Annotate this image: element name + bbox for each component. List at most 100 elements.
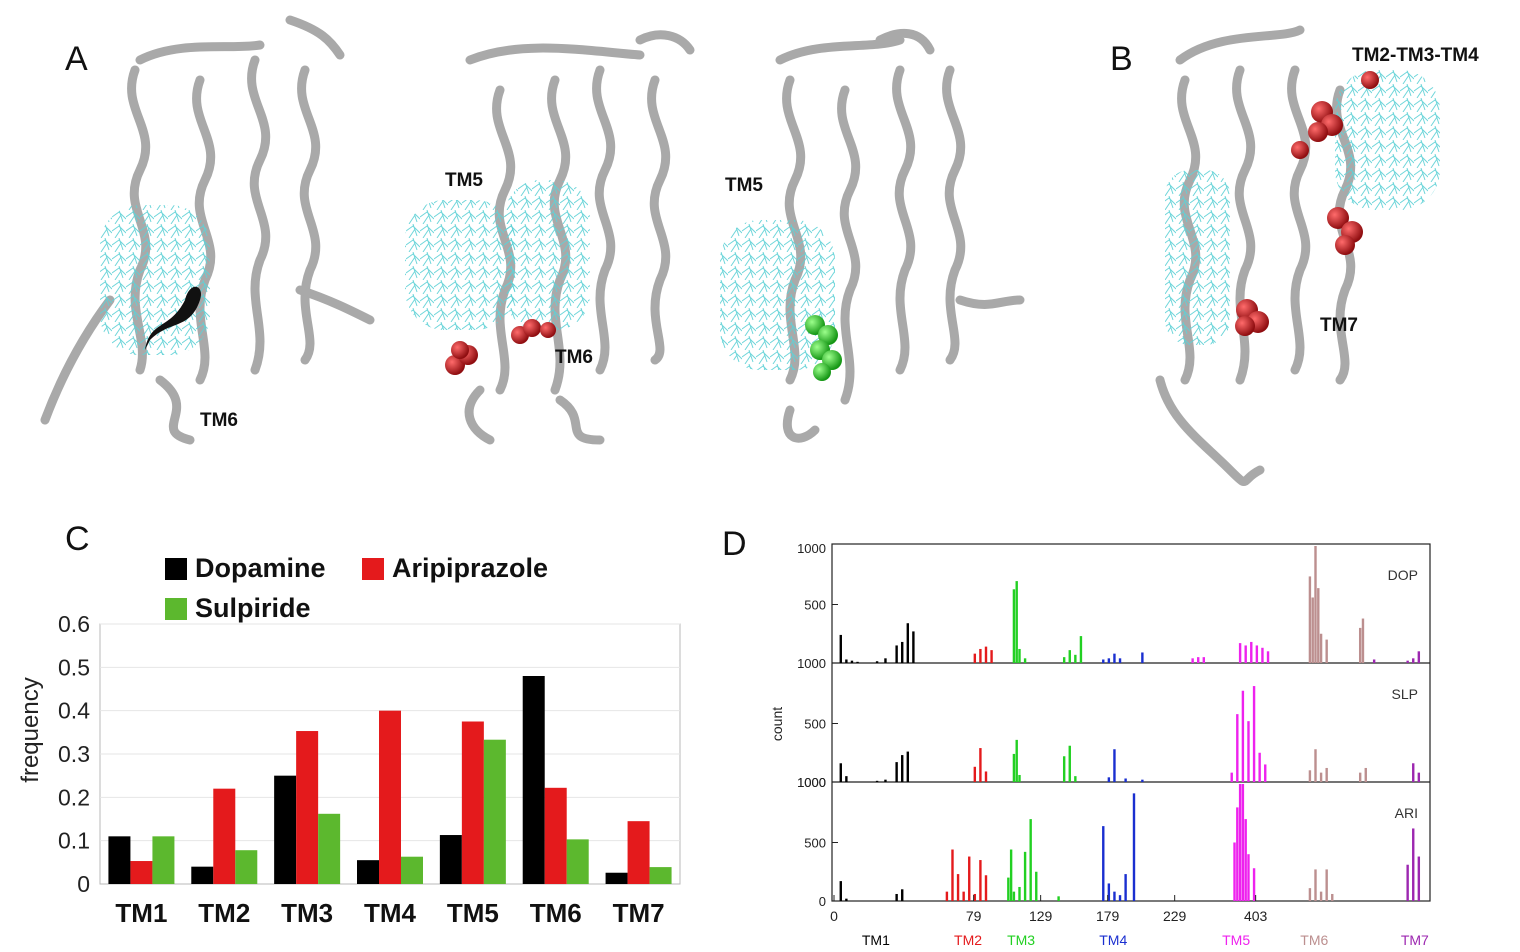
chart-d-bar: [1009, 849, 1013, 901]
chart-d-ytick-label: 1000: [797, 541, 826, 556]
chart-d-row-label: SLP: [1392, 686, 1418, 702]
chart-d-bar: [901, 755, 904, 782]
label-tm6-structure2: TM6: [555, 347, 593, 368]
chart-d-bar: [1308, 770, 1312, 782]
chart-d-bar: [956, 874, 960, 901]
chart-d-bar: [973, 766, 977, 782]
chart-d-bar: [1325, 869, 1328, 901]
chart-d-bar: [968, 856, 971, 901]
chart-d-bar: [1107, 777, 1111, 782]
chart-d-bar: [1247, 721, 1250, 782]
chart-c-xtick-label: TM4: [364, 898, 417, 928]
chart-d-ytick-label: 1000: [797, 775, 826, 790]
chart-d-bar: [1417, 772, 1421, 782]
chart-c-ylabel: frequency: [17, 677, 44, 782]
chart-d-bar: [1314, 869, 1317, 901]
legend-sulpiride: Sulpiride: [165, 593, 311, 624]
chart-c-xtick-label: TM1: [115, 898, 167, 928]
panel-b-letter: B: [1110, 40, 1133, 78]
chart-d-ytick-label: 0: [819, 894, 826, 909]
chart-c-bar-dopamine: [439, 835, 462, 884]
chart-d-bar: [895, 645, 898, 663]
chart-d-bar: [1124, 778, 1127, 782]
legend-aripiprazole: Aripiprazole: [362, 553, 548, 584]
chart-d-bar: [1230, 772, 1233, 782]
chart-d-bar: [1372, 659, 1376, 663]
chart-c-bar-sulpiride: [318, 813, 341, 884]
chart-d-bar: [979, 748, 982, 782]
chart-d-ylabel: count: [769, 707, 785, 741]
legend-label-dopamine: Dopamine: [195, 553, 326, 583]
chart-c-bar-dopamine: [108, 836, 131, 884]
chart-d-bar: [1258, 752, 1261, 782]
chart-d-bar: [1018, 774, 1021, 782]
legend-dopamine: Dopamine: [165, 553, 326, 584]
chart-c-bar-sulpiride: [649, 867, 672, 884]
chart-d-bar: [1015, 581, 1018, 663]
chart-c-ytick-label: 0.3: [58, 741, 90, 767]
chart-d-bar: [1314, 546, 1317, 663]
chart-c-bar-sulpiride: [483, 739, 506, 884]
chart-c-ytick-label: 0: [77, 871, 90, 897]
label-tm6-structure1: TM6: [200, 410, 238, 431]
chart-d-bar: [875, 661, 879, 663]
chart-d-bar: [1007, 877, 1010, 901]
chart-d-bar: [951, 849, 954, 901]
chart-d-xtick-label: 129: [1029, 908, 1053, 924]
chart-d-bar: [839, 881, 842, 901]
chart-d-bar: [1068, 745, 1071, 782]
chart-d-bar: [1319, 772, 1323, 782]
chart-d-bar: [1314, 749, 1317, 782]
chart-d-bar: [1236, 714, 1239, 782]
legend-swatch-sulpiride: [165, 597, 187, 620]
chart-d-bar: [984, 646, 988, 663]
chart-d-segment-label: TM6: [1300, 932, 1328, 948]
chart-d-row-label: DOP: [1388, 567, 1418, 583]
chart-d-bar: [1358, 772, 1362, 782]
contact-residues-tm6: [145, 286, 202, 350]
chart-c-xtick-label: TM3: [281, 898, 333, 928]
chart-d-bar: [984, 771, 988, 782]
panel-d-letter: D: [722, 525, 747, 563]
chart-d-bar: [1124, 874, 1127, 901]
chart-d-xtick-label: 0: [830, 908, 838, 924]
chart-d-bar: [1331, 893, 1334, 901]
chart-d-bar: [1035, 871, 1038, 901]
chart-d-bar: [1325, 639, 1328, 663]
chart-d-bar: [1412, 828, 1415, 901]
chart-d-bar: [945, 891, 949, 901]
chart-d-bar: [895, 893, 898, 901]
panel-a-letter: A: [65, 40, 88, 78]
ligand-cloud-4a: [1165, 170, 1230, 345]
chart-c-xtick-label: TM5: [447, 898, 499, 928]
chart-d-bar: [1012, 589, 1016, 663]
chart-d-segment-label: TM4: [1099, 932, 1127, 948]
chart-d-xtick-label: 79: [966, 908, 982, 924]
label-tm2-tm3-tm4: TM2-TM3-TM4: [1352, 45, 1479, 66]
chart-d-xtick-label: 229: [1163, 908, 1187, 924]
chart-c-ytick-label: 0.2: [58, 784, 90, 810]
chart-d-bar: [845, 776, 848, 782]
chart-d-bar: [1012, 753, 1016, 782]
chart-d-bar: [1252, 686, 1256, 782]
chart-d-bar: [845, 659, 848, 663]
chart-d-bar: [1358, 627, 1362, 663]
chart-d-bar: [1062, 657, 1066, 663]
chart-d-bar: [1406, 864, 1409, 901]
contact-residues-red-2: [1235, 71, 1379, 336]
chart-d-bar: [1074, 776, 1077, 782]
chart-d-bar: [1264, 764, 1267, 782]
chart-d-bar: [1364, 767, 1367, 782]
chart-d-ytick-label: 1000: [797, 775, 826, 790]
chart-c-bar-dopamine: [357, 860, 379, 884]
chart-d-bar: [1252, 868, 1256, 901]
chart-c-xtick-label: TM6: [530, 898, 582, 928]
label-tm5-structure3: TM5: [725, 175, 763, 196]
chart-d-bar: [1068, 650, 1071, 663]
chart-d-bar: [1102, 659, 1105, 663]
chart-d-bar: [1311, 597, 1314, 663]
chart-d-bar: [1102, 826, 1105, 901]
chart-c-xtick-label: TM7: [613, 898, 665, 928]
chart-d-bar: [962, 891, 965, 901]
chart-d-segment-label: TM3: [1007, 932, 1035, 948]
